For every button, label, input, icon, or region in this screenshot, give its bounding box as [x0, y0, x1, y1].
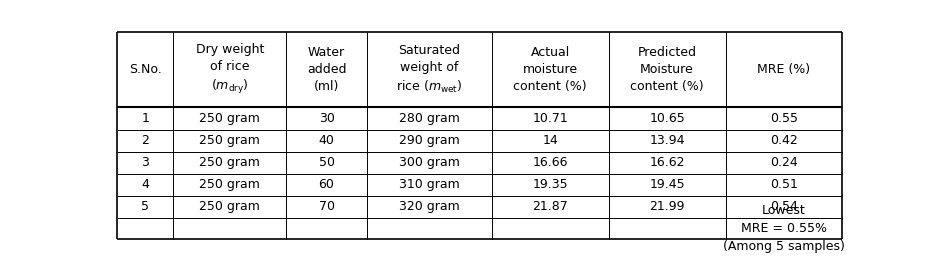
Text: 0.51: 0.51 — [770, 178, 797, 191]
Text: 13.94: 13.94 — [650, 134, 685, 147]
Text: 2: 2 — [141, 134, 149, 147]
Text: 4: 4 — [141, 178, 149, 191]
Text: MRE (%): MRE (%) — [757, 63, 811, 76]
Text: 1: 1 — [141, 112, 149, 125]
Text: 300 gram: 300 gram — [399, 156, 460, 169]
Text: 310 gram: 310 gram — [399, 178, 460, 191]
Text: 10.65: 10.65 — [650, 112, 685, 125]
Text: Actual
moisture
content (%): Actual moisture content (%) — [514, 46, 587, 93]
Text: Lowest
MRE = 0.55%
(Among 5 samples): Lowest MRE = 0.55% (Among 5 samples) — [723, 204, 845, 253]
Text: Dry weight
of rice
($m_{\rm dry}$): Dry weight of rice ($m_{\rm dry}$) — [196, 43, 264, 96]
Text: 16.62: 16.62 — [650, 156, 685, 169]
Text: 280 gram: 280 gram — [399, 112, 460, 125]
Text: 250 gram: 250 gram — [199, 156, 260, 169]
Text: 250 gram: 250 gram — [199, 134, 260, 147]
Text: Water
added
(ml): Water added (ml) — [307, 46, 346, 93]
Text: 3: 3 — [141, 156, 149, 169]
Text: 21.87: 21.87 — [533, 200, 568, 213]
Text: Predicted
Moisture
content (%): Predicted Moisture content (%) — [630, 46, 704, 93]
Text: 0.54: 0.54 — [770, 200, 797, 213]
Text: 10.71: 10.71 — [533, 112, 568, 125]
Text: S.No.: S.No. — [129, 63, 162, 76]
Text: 19.35: 19.35 — [533, 178, 568, 191]
Text: 5: 5 — [141, 200, 149, 213]
Text: 0.42: 0.42 — [770, 134, 797, 147]
Text: 50: 50 — [318, 156, 334, 169]
Text: 0.24: 0.24 — [770, 156, 797, 169]
Text: 320 gram: 320 gram — [399, 200, 460, 213]
Text: Saturated
weight of
rice ($m_{\rm wet}$): Saturated weight of rice ($m_{\rm wet}$) — [396, 44, 462, 95]
Text: 70: 70 — [318, 200, 334, 213]
Text: 14: 14 — [542, 134, 558, 147]
Text: 250 gram: 250 gram — [199, 200, 260, 213]
Text: 290 gram: 290 gram — [399, 134, 460, 147]
Text: 16.66: 16.66 — [533, 156, 568, 169]
Text: 60: 60 — [318, 178, 334, 191]
Text: 250 gram: 250 gram — [199, 112, 260, 125]
Text: 250 gram: 250 gram — [199, 178, 260, 191]
Text: 40: 40 — [318, 134, 334, 147]
Text: 19.45: 19.45 — [650, 178, 685, 191]
Text: 30: 30 — [318, 112, 334, 125]
Text: 21.99: 21.99 — [650, 200, 685, 213]
Text: 0.55: 0.55 — [770, 112, 798, 125]
